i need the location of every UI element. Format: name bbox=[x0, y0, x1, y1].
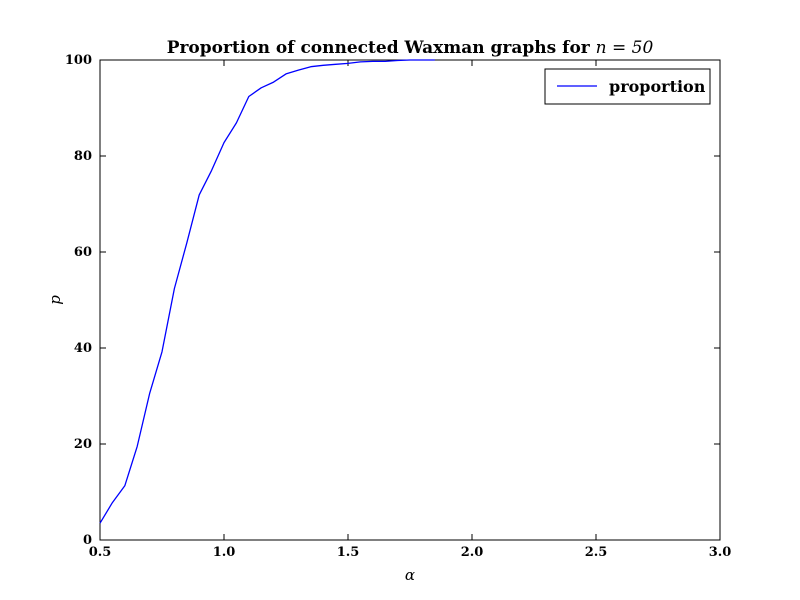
x-tick-label: 2.0 bbox=[461, 545, 484, 560]
x-tick-label: 3.0 bbox=[709, 545, 732, 560]
y-tick-label: 20 bbox=[74, 437, 92, 452]
x-axis-label: α bbox=[405, 566, 415, 584]
x-tick-label: 0.5 bbox=[89, 545, 112, 560]
x-tick-label: 1.5 bbox=[337, 545, 360, 560]
y-tick-label: 60 bbox=[74, 245, 92, 260]
y-tick-label: 80 bbox=[74, 149, 92, 164]
legend: proportion bbox=[544, 68, 711, 105]
series-line-proportion bbox=[99, 59, 435, 524]
legend-box bbox=[544, 68, 711, 105]
chart-title-math: n = 50 bbox=[596, 38, 654, 58]
y-axis-label: p bbox=[46, 295, 64, 305]
x-tick-label: 1.0 bbox=[213, 545, 236, 560]
x-axis: 0.5 1.0 1.5 2.0 2.5 3.0 bbox=[89, 60, 732, 560]
legend-label-proportion: proportion bbox=[609, 77, 706, 96]
y-tick-label: 0 bbox=[83, 533, 92, 548]
plot-area bbox=[99, 59, 721, 541]
y-axis: 0 20 40 60 80 100 bbox=[65, 53, 720, 548]
chart-title: Proportion of connected Waxman graphs fo… bbox=[167, 38, 654, 58]
chart-title-text: Proportion of connected Waxman graphs fo… bbox=[167, 38, 596, 58]
x-tick-label: 2.5 bbox=[585, 545, 608, 560]
series-layer bbox=[99, 59, 435, 524]
y-tick-label: 40 bbox=[74, 341, 92, 356]
y-tick-label: 100 bbox=[65, 53, 92, 68]
